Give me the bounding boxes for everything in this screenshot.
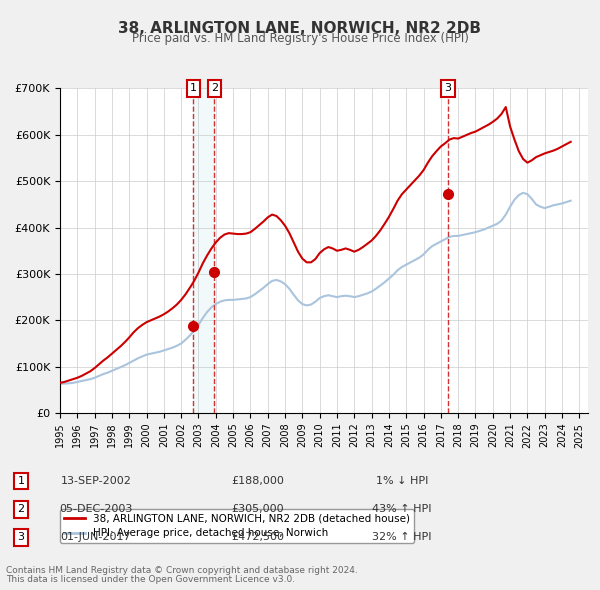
Text: 13-SEP-2002: 13-SEP-2002: [61, 476, 131, 486]
Text: This data is licensed under the Open Government Licence v3.0.: This data is licensed under the Open Gov…: [6, 575, 295, 584]
Text: £305,000: £305,000: [232, 504, 284, 514]
Legend: 38, ARLINGTON LANE, NORWICH, NR2 2DB (detached house), HPI: Average price, detac: 38, ARLINGTON LANE, NORWICH, NR2 2DB (de…: [60, 509, 415, 543]
Text: 01-JUN-2017: 01-JUN-2017: [61, 533, 131, 542]
Text: 3: 3: [17, 533, 25, 542]
Text: 43% ↑ HPI: 43% ↑ HPI: [372, 504, 432, 514]
Text: Contains HM Land Registry data © Crown copyright and database right 2024.: Contains HM Land Registry data © Crown c…: [6, 566, 358, 575]
Text: 32% ↑ HPI: 32% ↑ HPI: [372, 533, 432, 542]
Bar: [193, 88, 214, 413]
Text: 05-DEC-2003: 05-DEC-2003: [59, 504, 133, 514]
Text: £188,000: £188,000: [232, 476, 284, 486]
Text: 1: 1: [190, 84, 197, 93]
Text: Price paid vs. HM Land Registry's House Price Index (HPI): Price paid vs. HM Land Registry's House …: [131, 32, 469, 45]
Text: 1: 1: [17, 476, 25, 486]
Text: 38, ARLINGTON LANE, NORWICH, NR2 2DB: 38, ARLINGTON LANE, NORWICH, NR2 2DB: [119, 21, 482, 35]
Text: 2: 2: [17, 504, 25, 514]
Text: 1% ↓ HPI: 1% ↓ HPI: [376, 476, 428, 486]
Text: 2: 2: [211, 84, 218, 93]
Text: 3: 3: [445, 84, 452, 93]
Text: £472,500: £472,500: [232, 533, 284, 542]
